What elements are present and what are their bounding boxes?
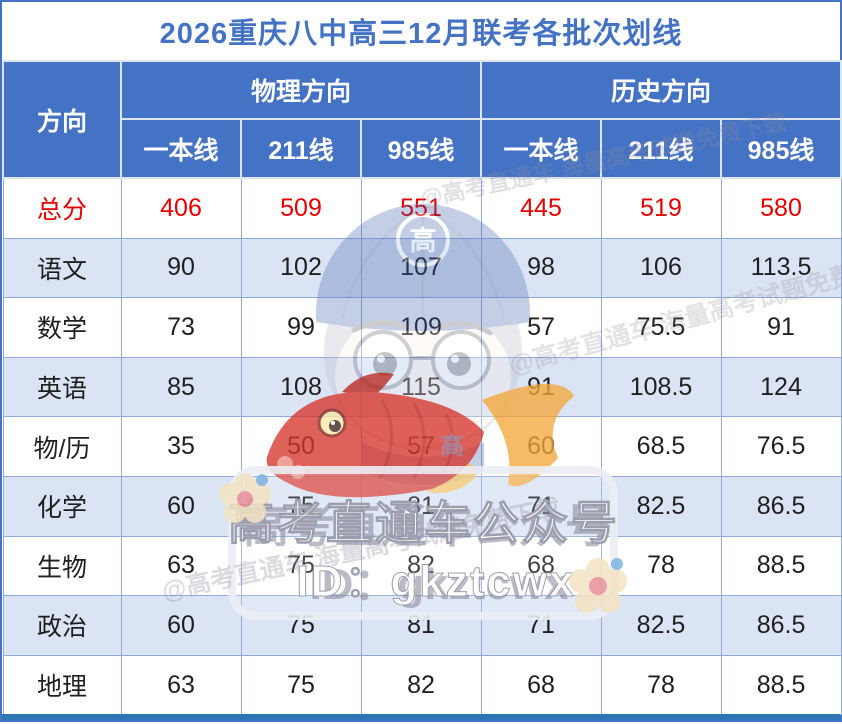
table-row: 总分 406 509 551 445 519 580 xyxy=(2,177,842,239)
score-cell: 68.5 xyxy=(600,416,722,477)
score-cell: 82 xyxy=(360,654,482,716)
score-cell: 75 xyxy=(240,595,362,656)
score-cell: 60 xyxy=(120,475,242,537)
score-cell: 99 xyxy=(240,297,362,358)
row-label: 总分 xyxy=(2,177,122,239)
score-cell: 57 xyxy=(360,416,482,477)
row-label: 英语 xyxy=(2,356,122,418)
score-cell: 108.5 xyxy=(600,356,722,418)
score-table: 方向 物理方向 历史方向 一本线 211线 985线 一本线 211线 985线… xyxy=(2,60,842,716)
row-label: 生物 xyxy=(2,535,122,597)
page-title: 2026重庆八中高三12月联考各批次划线 xyxy=(2,2,840,60)
score-cell: 445 xyxy=(480,177,602,239)
score-cell: 82 xyxy=(360,535,482,597)
table-row: 语文 90 102 107 98 106 113.5 xyxy=(2,237,842,299)
score-cell: 509 xyxy=(240,177,362,239)
score-cell: 82.5 xyxy=(600,595,722,656)
score-cell: 82.5 xyxy=(600,475,722,537)
score-cell: 75 xyxy=(240,654,362,716)
table-row: 地理 63 75 82 68 78 88.5 xyxy=(2,654,842,716)
score-cell: 580 xyxy=(720,177,842,239)
score-cell: 57 xyxy=(480,297,602,358)
group-header-physics: 物理方向 xyxy=(119,60,483,120)
score-cell: 91 xyxy=(480,356,602,418)
score-cell: 551 xyxy=(360,177,482,239)
score-cell: 78 xyxy=(600,535,722,597)
score-cell: 109 xyxy=(360,297,482,358)
score-cell: 35 xyxy=(120,416,242,477)
score-cell: 86.5 xyxy=(720,595,842,656)
score-cell: 90 xyxy=(120,237,242,299)
score-cell: 88.5 xyxy=(720,654,842,716)
score-cell: 50 xyxy=(240,416,362,477)
score-cell: 81 xyxy=(360,475,482,537)
table-row: 生物 63 75 82 68 78 88.5 xyxy=(2,535,842,597)
score-cell: 68 xyxy=(480,535,602,597)
score-cell: 124 xyxy=(720,356,842,418)
score-cell: 75.5 xyxy=(600,297,722,358)
col-header-history-211: 211线 xyxy=(600,118,723,179)
row-label: 政治 xyxy=(2,595,122,656)
row-label: 语文 xyxy=(2,237,122,299)
score-cell: 68 xyxy=(480,654,602,716)
score-cell: 71 xyxy=(480,595,602,656)
score-cell: 75 xyxy=(240,475,362,537)
score-cell: 63 xyxy=(120,654,242,716)
score-cell: 76.5 xyxy=(720,416,842,477)
score-cell: 519 xyxy=(600,177,722,239)
score-cell: 85 xyxy=(120,356,242,418)
score-table-body: 总分 406 509 551 445 519 580 语文 90 102 107 98 106 113.5… xyxy=(2,177,842,716)
row-label: 物/历 xyxy=(2,416,122,477)
score-table-header: 方向 物理方向 历史方向 一本线 211线 985线 一本线 211线 985线 xyxy=(2,60,842,179)
col-header-history-yiben: 一本线 xyxy=(480,118,603,179)
table-row: 数学 73 99 109 57 75.5 91 xyxy=(2,297,842,358)
col-header-physics-yiben: 一本线 xyxy=(120,118,242,179)
score-cell: 78 xyxy=(600,654,722,716)
col-header-physics-985: 985线 xyxy=(359,118,483,179)
score-cell: 75 xyxy=(240,535,362,597)
row-label: 化学 xyxy=(2,475,122,537)
corner-header-direction: 方向 xyxy=(2,60,122,179)
score-cell: 71 xyxy=(480,475,602,537)
score-cell: 106 xyxy=(600,237,722,299)
score-cell: 102 xyxy=(240,237,362,299)
group-header-history: 历史方向 xyxy=(480,60,842,120)
col-header-history-985: 985线 xyxy=(720,118,842,179)
score-cell: 113.5 xyxy=(720,237,842,299)
table-row: 化学 60 75 81 71 82.5 86.5 xyxy=(2,475,842,537)
score-cell: 86.5 xyxy=(720,475,842,537)
row-label: 地理 xyxy=(2,654,122,716)
score-cell: 60 xyxy=(480,416,602,477)
table-row: 英语 85 108 115 91 108.5 124 xyxy=(2,356,842,418)
bottom-accent-bar xyxy=(2,714,840,720)
table-row: 物/历 35 50 57 60 68.5 76.5 xyxy=(2,416,842,477)
score-cell: 406 xyxy=(120,177,242,239)
score-cell: 115 xyxy=(360,356,482,418)
col-header-physics-211: 211线 xyxy=(240,118,362,179)
score-cell: 98 xyxy=(480,237,602,299)
score-cell: 107 xyxy=(360,237,482,299)
table-row: 政治 60 75 81 71 82.5 86.5 xyxy=(2,595,842,656)
score-cell: 88.5 xyxy=(720,535,842,597)
score-cell: 91 xyxy=(720,297,842,358)
score-cell: 81 xyxy=(360,595,482,656)
score-cell: 60 xyxy=(120,595,242,656)
score-cell: 108 xyxy=(240,356,362,418)
score-cell: 63 xyxy=(120,535,242,597)
score-cell: 73 xyxy=(120,297,242,358)
row-label: 数学 xyxy=(2,297,122,358)
